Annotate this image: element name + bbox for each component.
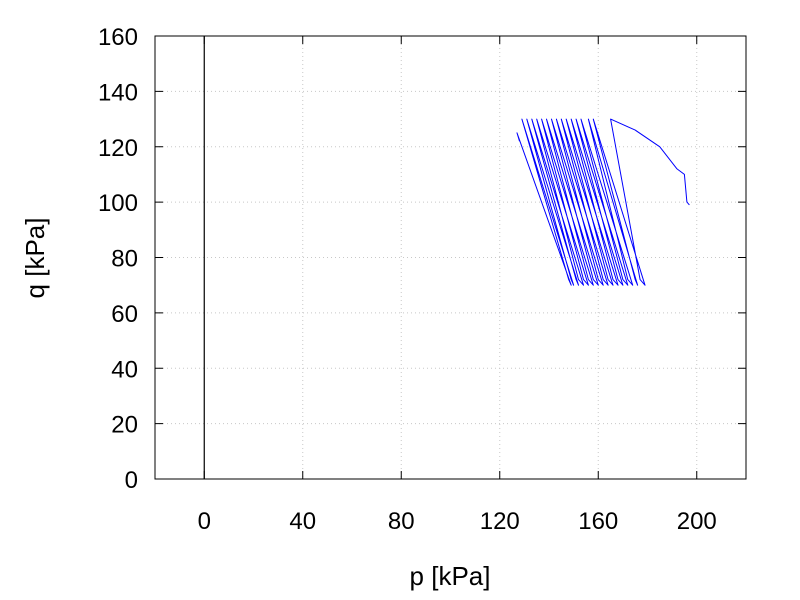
y-tick-label: 40: [111, 356, 138, 383]
x-tick-label: 160: [578, 508, 618, 535]
x-tick-label: 200: [677, 508, 717, 535]
y-tick-label: 20: [111, 412, 138, 439]
y-tick-label: 80: [111, 246, 138, 273]
tick-marks: [155, 35, 746, 480]
grid-lines: [155, 36, 746, 479]
x-tick-label: 80: [388, 508, 415, 535]
x-axis-title: p [kPa]: [410, 561, 491, 591]
y-tick-label: 120: [98, 135, 138, 162]
x-tick-label: 40: [289, 508, 316, 535]
x-tick-label: 0: [198, 508, 211, 535]
y-tick-label: 100: [98, 190, 138, 217]
x-tick-labels: 0 40 80 120 160 200: [198, 508, 717, 535]
x-tick-label: 120: [480, 508, 520, 535]
y-tick-labels: 0 20 40 60 80 100 120 140 160: [98, 24, 138, 494]
y-tick-label: 60: [111, 301, 138, 328]
y-tick-label: 0: [125, 467, 138, 494]
y-tick-label: 140: [98, 79, 138, 106]
y-tick-label: 160: [98, 24, 138, 51]
y-axis-title: q [kPa]: [20, 218, 50, 299]
series-lines: [516, 118, 690, 286]
series-line: [516, 118, 690, 286]
